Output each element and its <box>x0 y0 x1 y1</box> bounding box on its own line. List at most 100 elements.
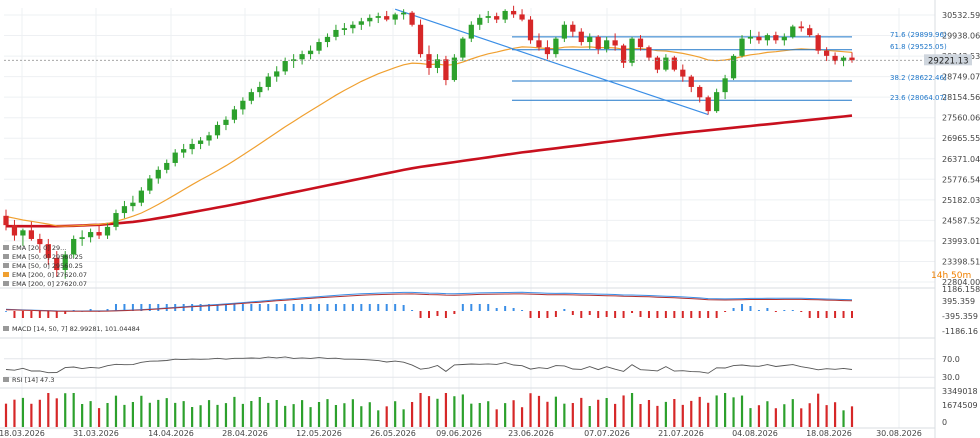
candle-0[interactable] <box>3 215 9 226</box>
candle-22[interactable] <box>189 143 195 150</box>
candle-43[interactable] <box>367 17 373 22</box>
candle-53[interactable] <box>451 57 458 81</box>
candle-74[interactable] <box>629 38 635 63</box>
candle-51[interactable] <box>434 59 441 68</box>
candle-29[interactable] <box>248 92 254 101</box>
candle-70[interactable] <box>595 36 601 49</box>
candle-39[interactable] <box>333 29 339 37</box>
candle-56[interactable] <box>477 17 483 25</box>
candle-49[interactable] <box>417 24 424 55</box>
candle-77[interactable] <box>654 57 661 70</box>
candle-69[interactable] <box>587 36 593 43</box>
price-pane[interactable] <box>3 5 935 279</box>
candle-91[interactable] <box>773 35 779 41</box>
candle-76[interactable] <box>646 47 652 58</box>
candle-100[interactable] <box>849 57 855 61</box>
candle-27[interactable] <box>231 109 238 120</box>
candle-67[interactable] <box>570 24 576 32</box>
candle-85[interactable] <box>722 78 728 93</box>
candle-24[interactable] <box>206 135 212 141</box>
candle-52[interactable] <box>443 59 449 81</box>
candle-6[interactable] <box>54 257 60 271</box>
candle-64[interactable] <box>544 47 551 55</box>
candle-94[interactable] <box>798 26 804 29</box>
candle-66[interactable] <box>561 24 567 39</box>
candle-63[interactable] <box>536 40 542 48</box>
candle-18[interactable] <box>155 169 161 179</box>
candle-93[interactable] <box>790 26 796 37</box>
candle-96[interactable] <box>815 35 821 51</box>
candle-20[interactable] <box>172 152 178 163</box>
candle-79[interactable] <box>671 57 677 70</box>
candle-32[interactable] <box>274 71 280 77</box>
candle-47[interactable] <box>400 12 407 15</box>
candle-60[interactable] <box>510 10 517 15</box>
candle-59[interactable] <box>502 10 508 20</box>
candle-26[interactable] <box>223 119 229 125</box>
candle-37[interactable] <box>316 42 322 51</box>
candle-50[interactable] <box>426 54 432 68</box>
candle-54[interactable] <box>460 38 466 58</box>
candle-48[interactable] <box>409 12 415 25</box>
candle-68[interactable] <box>578 31 584 43</box>
candle-2[interactable] <box>20 230 26 236</box>
candle-86[interactable] <box>730 55 737 79</box>
candle-19[interactable] <box>164 162 170 170</box>
candle-4[interactable] <box>37 238 43 245</box>
candle-13[interactable] <box>113 213 119 227</box>
candle-83[interactable] <box>705 97 711 112</box>
candle-95[interactable] <box>807 28 813 36</box>
candle-80[interactable] <box>680 69 686 77</box>
candle-73[interactable] <box>620 45 627 63</box>
candle-90[interactable] <box>764 35 771 41</box>
candle-1[interactable] <box>11 225 18 236</box>
candle-11[interactable] <box>96 232 102 236</box>
candle-46[interactable] <box>392 14 398 20</box>
candle-33[interactable] <box>282 61 288 72</box>
rsi-pane[interactable] <box>4 356 935 378</box>
candle-40[interactable] <box>341 28 348 30</box>
candle-57[interactable] <box>485 16 491 18</box>
candle-17[interactable] <box>147 178 153 191</box>
candle-72[interactable] <box>612 40 618 46</box>
candle-82[interactable] <box>697 86 703 98</box>
candle-21[interactable] <box>181 149 187 153</box>
candle-28[interactable] <box>240 100 246 110</box>
candle-88[interactable] <box>747 36 754 39</box>
candle-3[interactable] <box>28 230 35 239</box>
macd-pane[interactable] <box>5 291 853 318</box>
candle-25[interactable] <box>214 124 221 136</box>
candle-42[interactable] <box>358 21 364 25</box>
candle-99[interactable] <box>840 57 847 62</box>
candle-75[interactable] <box>637 38 644 48</box>
candle-87[interactable] <box>739 38 745 56</box>
candle-16[interactable] <box>138 190 144 203</box>
candle-30[interactable] <box>257 86 263 93</box>
candle-58[interactable] <box>494 16 500 20</box>
candle-62[interactable] <box>527 19 534 41</box>
candle-97[interactable] <box>823 50 830 56</box>
candle-12[interactable] <box>104 226 111 236</box>
candle-35[interactable] <box>299 54 305 60</box>
candle-38[interactable] <box>324 36 331 43</box>
volume-pane[interactable] <box>4 393 854 427</box>
candle-36[interactable] <box>307 50 314 55</box>
candle-61[interactable] <box>519 14 525 20</box>
candle-81[interactable] <box>688 76 694 87</box>
candle-44[interactable] <box>375 16 381 18</box>
candle-92[interactable] <box>781 36 787 41</box>
candle-7[interactable] <box>62 254 68 271</box>
candle-41[interactable] <box>350 24 356 29</box>
candle-89[interactable] <box>756 36 762 41</box>
candle-8[interactable] <box>71 238 77 255</box>
candle-71[interactable] <box>604 40 610 49</box>
candle-65[interactable] <box>553 38 559 55</box>
candle-23[interactable] <box>197 140 204 144</box>
candle-15[interactable] <box>130 202 136 207</box>
candle-5[interactable] <box>45 244 51 258</box>
candle-31[interactable] <box>265 76 271 87</box>
candle-84[interactable] <box>714 92 720 112</box>
candle-10[interactable] <box>87 232 94 238</box>
candle-45[interactable] <box>384 16 390 20</box>
